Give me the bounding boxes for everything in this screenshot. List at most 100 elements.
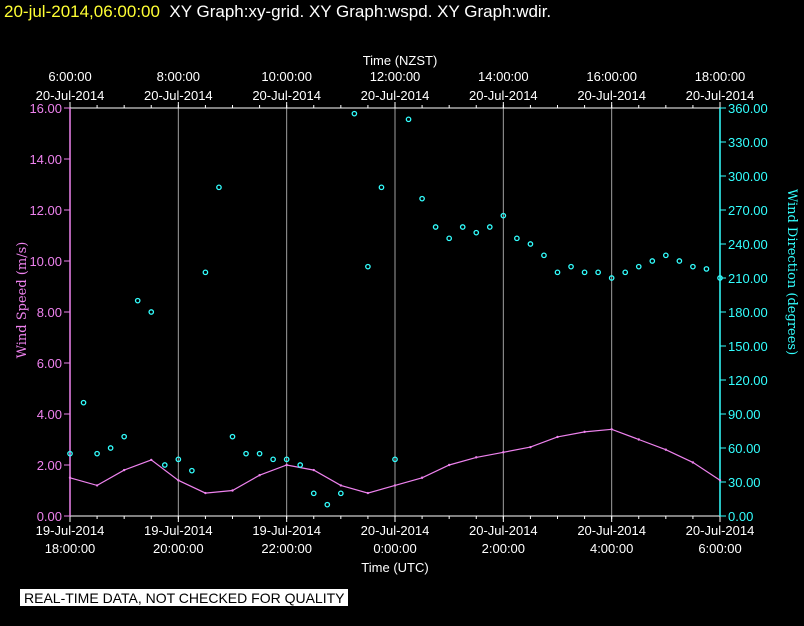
bottom-tick-date: 19-Jul-2014 — [36, 523, 105, 538]
top-tick-date: 20-Jul-2014 — [144, 88, 213, 103]
wind-direction-point — [351, 110, 358, 117]
wind-speed-point — [718, 479, 722, 482]
wind-direction-point — [121, 433, 128, 440]
wind-speed-point — [366, 491, 370, 495]
wind-direction-point — [459, 224, 466, 230]
wind-speed-series — [68, 428, 722, 495]
bottom-tick-date: 19-Jul-2014 — [144, 523, 213, 538]
wind-speed-point — [691, 461, 695, 464]
wind-direction-point — [662, 252, 669, 259]
top-tick-date: 20-Jul-2014 — [252, 88, 321, 103]
wind-direction-point — [134, 297, 141, 304]
wind-speed-point — [637, 438, 640, 441]
wind-speed-point — [312, 468, 315, 472]
top-tick-date: 20-Jul-2014 — [36, 88, 105, 103]
top-tick-time: 16:00:00 — [586, 69, 637, 84]
wind-speed-point — [610, 428, 613, 431]
wind-speed-point — [420, 476, 424, 479]
wind-direction-point — [283, 456, 290, 463]
left-tick-label: 0.00 — [37, 509, 62, 524]
wind-direction-point — [161, 462, 168, 468]
bottom-tick-time: 0:00:00 — [373, 541, 416, 556]
wind-direction-point — [392, 456, 398, 463]
left-tick-label: 4.00 — [37, 407, 62, 422]
wind-speed-point — [150, 458, 153, 462]
bottom-axis: 19-Jul-2014 18:00:00 19-Jul-2014 20:00:00 19… — [36, 516, 754, 556]
wind-direction-point — [500, 212, 507, 219]
wind-direction-point — [486, 224, 493, 230]
wind-direction-point — [703, 266, 710, 272]
right-tick-label: 150.00 — [728, 339, 768, 354]
left-axis-title: Wind Speed (m/s) — [15, 242, 30, 359]
wind-direction-point — [690, 263, 696, 270]
wind-speed-point — [285, 463, 288, 467]
left-tick-label: 14.00 — [29, 152, 62, 167]
top-axis-title: Time (NZST) — [363, 53, 438, 68]
bottom-tick-date: 20-Jul-2014 — [469, 523, 538, 538]
wind-direction-point — [229, 433, 236, 440]
wind-direction-point — [216, 184, 222, 191]
right-tick-label: 210.00 — [728, 271, 768, 286]
top-tick-time: 18:00:00 — [695, 69, 746, 84]
wind-direction-point — [635, 263, 642, 270]
wind-direction-point — [514, 235, 520, 242]
grid — [69, 108, 721, 516]
wind-direction-point — [256, 450, 263, 457]
wind-direction-point — [243, 450, 249, 457]
wind-speed-point — [258, 474, 261, 477]
top-tick-time: 14:00:00 — [478, 69, 529, 84]
wind-speed-point — [556, 435, 559, 439]
graph-list-label: XY Graph:xy-grid. XY Graph:wspd. XY Grap… — [169, 2, 552, 21]
wind-speed-point — [95, 484, 99, 487]
wind-direction-point — [581, 269, 588, 276]
right-tick-label: 240.00 — [728, 237, 768, 252]
top-tick-time: 8:00:00 — [157, 69, 200, 84]
wind-direction-point — [405, 116, 412, 123]
left-tick-label: 10.00 — [29, 254, 62, 269]
left-tick-label: 12.00 — [29, 203, 62, 218]
wind-speed-point — [122, 468, 126, 472]
bottom-tick-time: 6:00:00 — [698, 541, 741, 556]
wind-direction-point — [419, 195, 425, 202]
wind-speed-point — [68, 476, 72, 479]
wind-speed-point — [583, 430, 586, 434]
bottom-tick-date: 19-Jul-2014 — [252, 523, 321, 538]
wind-direction-point — [175, 456, 182, 463]
wind-direction-point — [432, 224, 439, 230]
bottom-tick-time: 18:00:00 — [45, 541, 96, 556]
bottom-axis-title: Time (UTC) — [361, 560, 428, 575]
bottom-tick-date: 20-Jul-2014 — [361, 523, 430, 538]
wind-direction-point — [446, 235, 453, 242]
top-tick-date: 20-Jul-2014 — [577, 88, 646, 103]
wind-speed-point — [339, 484, 343, 487]
top-tick-time: 12:00:00 — [370, 69, 421, 84]
wind-direction-point — [717, 275, 723, 281]
wind-direction-point — [527, 241, 534, 247]
wind-direction-point — [649, 258, 656, 264]
top-tick-time: 10:00:00 — [261, 69, 312, 84]
wind-direction-point — [107, 445, 114, 451]
wind-direction-point — [148, 309, 155, 315]
right-tick-label: 360.00 — [728, 101, 768, 116]
right-tick-label: 300.00 — [728, 169, 768, 184]
top-tick-time: 6:00:00 — [48, 69, 91, 84]
right-tick-label: 120.00 — [728, 373, 768, 388]
left-tick-label: 6.00 — [37, 356, 62, 371]
wind-speed-point — [502, 451, 505, 454]
chart-header: 20-jul-2014,06:00:00 XY Graph:xy-grid. X… — [4, 2, 551, 22]
wind-direction-point — [324, 501, 331, 508]
wind-speed-point — [177, 479, 180, 482]
wind-direction-point — [473, 229, 480, 236]
wind-speed-point — [529, 445, 532, 449]
bottom-tick-time: 20:00:00 — [153, 541, 204, 556]
top-tick-date: 20-Jul-2014 — [469, 88, 538, 103]
left-tick-label: 8.00 — [37, 305, 62, 320]
wind-direction-point — [270, 456, 276, 463]
right-tick-label: 0.00 — [728, 509, 753, 524]
top-tick-date: 20-Jul-2014 — [361, 88, 430, 103]
right-axis: 0.00 30.00 60.00 90.00 120.00 150.00 180.00 210… — [719, 101, 768, 524]
wind-direction-point — [541, 252, 547, 259]
bottom-tick-time: 4:00:00 — [590, 541, 633, 556]
right-tick-label: 90.00 — [728, 407, 761, 422]
